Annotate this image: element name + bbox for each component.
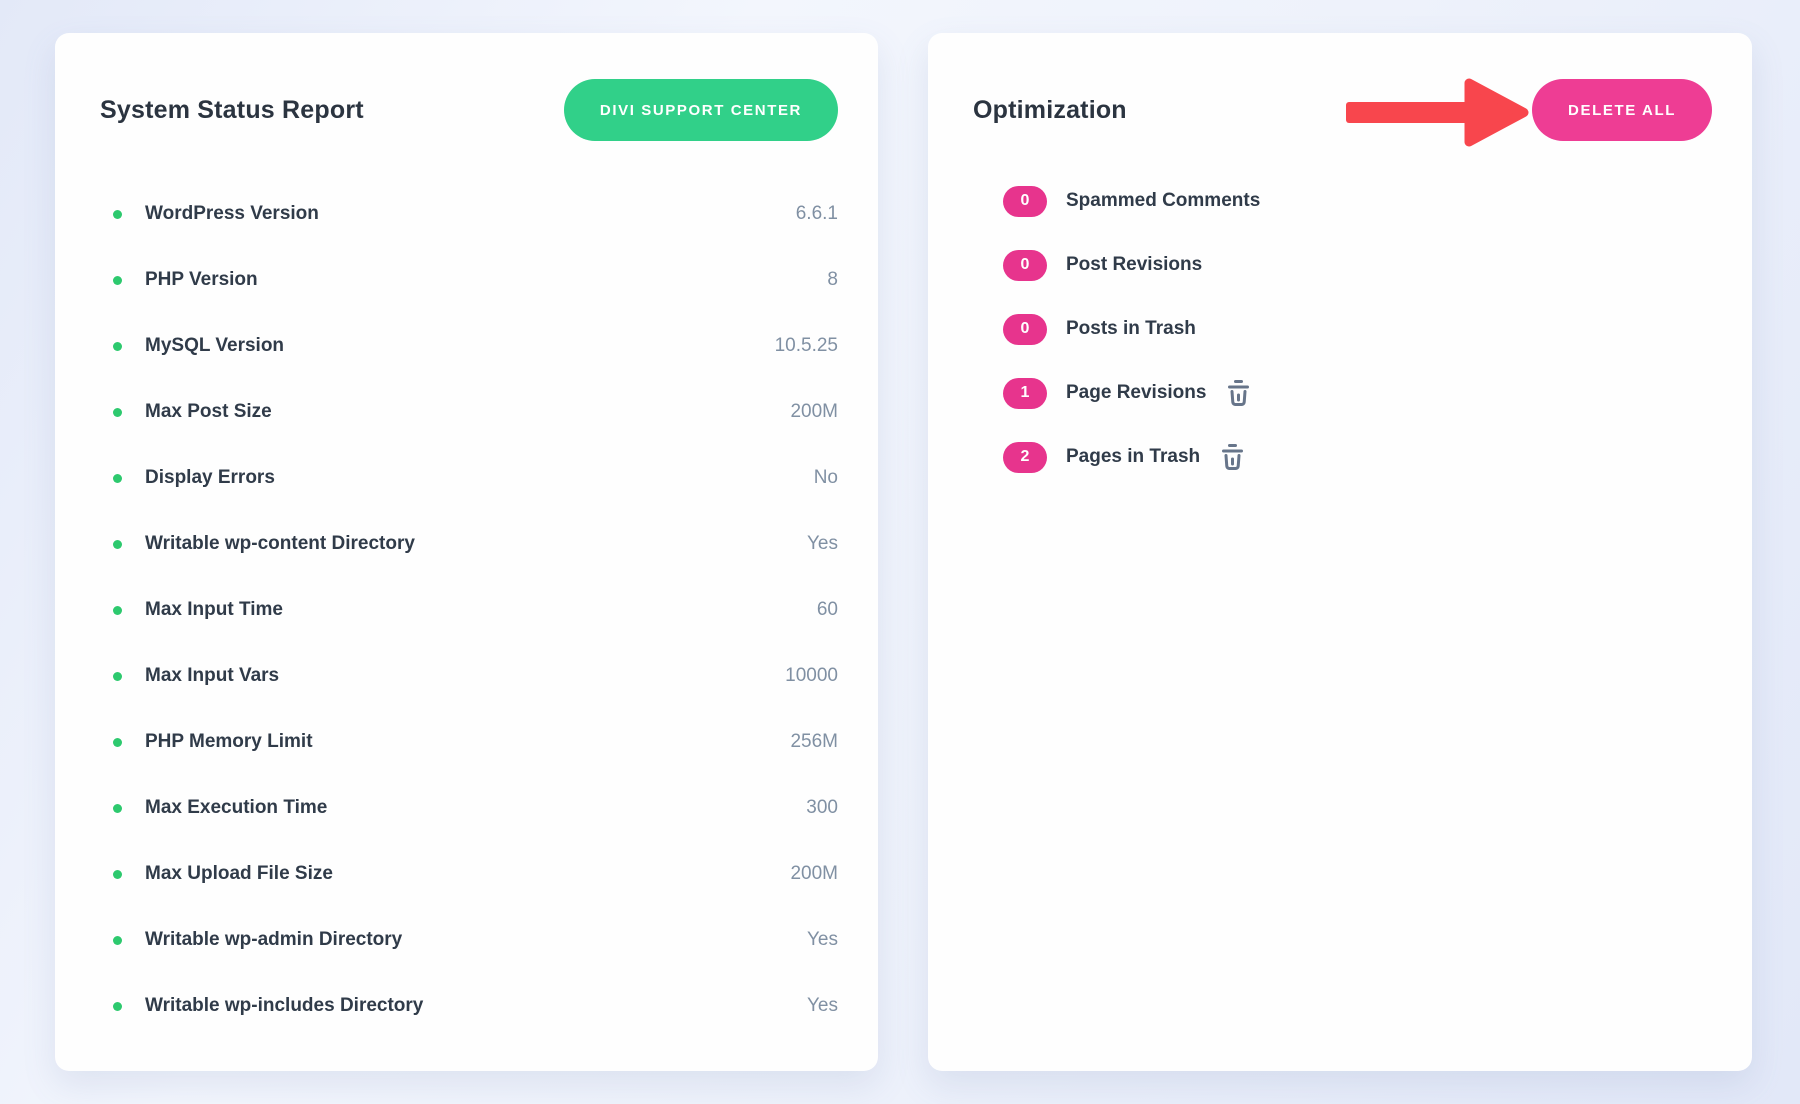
status-dot-icon xyxy=(113,275,122,285)
status-label: WordPress Version xyxy=(145,203,319,224)
status-row: Max Post Size 200M xyxy=(55,379,878,445)
status-dot-icon xyxy=(113,539,122,549)
status-row: Max Input Time 60 xyxy=(55,577,878,643)
system-status-list: WordPress Version 6.6.1 PHP Version 8 My… xyxy=(55,181,878,1039)
status-row: Max Input Vars 10000 xyxy=(55,643,878,709)
optimization-card: Optimization DELETE ALL 0 Spammed Commen… xyxy=(928,33,1752,1071)
optimization-label: Spammed Comments xyxy=(1066,190,1261,211)
status-dot-icon xyxy=(113,869,122,879)
status-value: 6.6.1 xyxy=(795,203,838,224)
optimization-label: Page Revisions xyxy=(1066,382,1207,403)
count-badge: 0 xyxy=(1003,313,1047,345)
system-status-header: System Status Report DIVI SUPPORT CENTER xyxy=(55,33,878,141)
status-dot-icon xyxy=(113,803,122,813)
status-row: Writable wp-includes Directory Yes xyxy=(55,973,878,1039)
status-row: Writable wp-content Directory Yes xyxy=(55,511,878,577)
optimization-item: 2 Pages in Trash xyxy=(928,425,1752,489)
status-label: Writable wp-admin Directory xyxy=(145,929,403,950)
optimization-title: Optimization xyxy=(973,95,1127,124)
count-badge: 0 xyxy=(1003,185,1047,217)
status-dot-icon xyxy=(113,605,122,615)
status-dot-icon xyxy=(113,1001,122,1011)
optimization-item: 1 Page Revisions xyxy=(928,361,1752,425)
status-value: 8 xyxy=(827,269,838,290)
system-status-card: System Status Report DIVI SUPPORT CENTER… xyxy=(55,33,878,1071)
system-status-title: System Status Report xyxy=(100,95,364,124)
optimization-item: 0 Posts in Trash xyxy=(928,297,1752,361)
status-value: Yes xyxy=(807,533,838,554)
trash-icon[interactable] xyxy=(1226,379,1251,407)
status-dot-icon xyxy=(113,407,122,417)
status-value: 200M xyxy=(790,863,838,884)
status-label: PHP Version xyxy=(145,269,258,290)
optimization-item: 0 Post Revisions xyxy=(928,233,1752,297)
count-badge: 2 xyxy=(1003,441,1047,473)
status-dot-icon xyxy=(113,473,122,483)
optimization-label: Posts in Trash xyxy=(1066,318,1196,339)
status-label: Max Input Time xyxy=(145,599,283,620)
divi-support-center-button[interactable]: DIVI SUPPORT CENTER xyxy=(563,79,838,141)
status-row: MySQL Version 10.5.25 xyxy=(55,313,878,379)
status-value: 10.5.25 xyxy=(774,335,838,356)
status-row: Max Execution Time 300 xyxy=(55,775,878,841)
status-row: Writable wp-admin Directory Yes xyxy=(55,907,878,973)
trash-icon[interactable] xyxy=(1220,443,1245,471)
status-label: MySQL Version xyxy=(145,335,285,356)
status-value: 300 xyxy=(806,797,838,818)
status-label: Writable wp-content Directory xyxy=(145,533,415,554)
status-dot-icon xyxy=(113,671,122,681)
optimization-item: 0 Spammed Comments xyxy=(928,169,1752,233)
status-label: Max Execution Time xyxy=(145,797,328,818)
status-dot-icon xyxy=(113,935,122,945)
status-dot-icon xyxy=(113,341,122,351)
status-label: PHP Memory Limit xyxy=(145,731,313,752)
status-value: 60 xyxy=(816,599,838,620)
status-row: PHP Memory Limit 256M xyxy=(55,709,878,775)
optimization-label: Pages in Trash xyxy=(1066,446,1201,467)
status-value: No xyxy=(813,467,838,488)
status-label: Max Input Vars xyxy=(145,665,280,686)
status-row: WordPress Version 6.6.1 xyxy=(55,181,878,247)
status-value: 10000 xyxy=(785,665,838,686)
optimization-label: Post Revisions xyxy=(1066,254,1203,275)
status-dot-icon xyxy=(113,737,122,747)
delete-all-button[interactable]: DELETE ALL xyxy=(1532,79,1712,141)
optimization-header: Optimization DELETE ALL xyxy=(928,33,1752,141)
status-row: Max Upload File Size 200M xyxy=(55,841,878,907)
status-value: Yes xyxy=(807,995,838,1016)
status-value: 256M xyxy=(790,731,838,752)
status-label: Max Upload File Size xyxy=(145,863,333,884)
status-dot-icon xyxy=(113,209,122,219)
count-badge: 0 xyxy=(1003,249,1047,281)
status-row: Display Errors No xyxy=(55,445,878,511)
status-row: PHP Version 8 xyxy=(55,247,878,313)
status-label: Max Post Size xyxy=(145,401,272,422)
status-label: Display Errors xyxy=(145,467,275,488)
status-label: Writable wp-includes Directory xyxy=(145,995,424,1016)
count-badge: 1 xyxy=(1003,377,1047,409)
optimization-list: 0 Spammed Comments 0 Post Revisions 0 Po… xyxy=(928,169,1752,489)
status-value: 200M xyxy=(790,401,838,422)
status-value: Yes xyxy=(807,929,838,950)
